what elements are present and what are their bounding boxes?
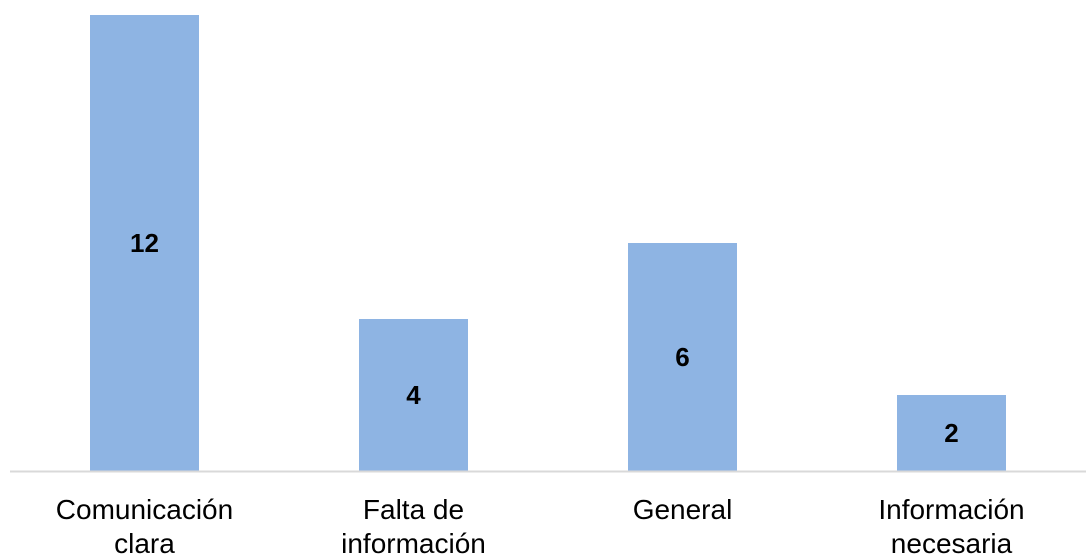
data-labels-group: 12 4 6 2 bbox=[130, 228, 959, 448]
category-label-line: necesaria bbox=[891, 528, 1013, 559]
bars-group bbox=[90, 15, 1006, 471]
bar bbox=[90, 15, 199, 471]
data-label: 12 bbox=[130, 228, 159, 258]
data-label: 4 bbox=[406, 380, 421, 410]
category-label-line: Falta de bbox=[363, 494, 464, 525]
category-label: Información necesaria bbox=[878, 494, 1024, 559]
bar bbox=[897, 395, 1006, 471]
bar bbox=[359, 319, 468, 471]
category-label: General bbox=[633, 494, 733, 525]
category-label-line: Comunicación bbox=[56, 494, 233, 525]
category-label-line: Información bbox=[878, 494, 1024, 525]
category-label: Falta de información bbox=[341, 494, 486, 559]
category-label-line: clara bbox=[114, 528, 175, 559]
category-labels-group: Comunicación clara Falta de información Gene… bbox=[56, 494, 1025, 559]
category-label: Comunicación clara bbox=[56, 494, 233, 559]
category-label-line: General bbox=[633, 494, 733, 525]
bar bbox=[628, 243, 737, 471]
category-label-line: información bbox=[341, 528, 486, 559]
data-label: 2 bbox=[944, 418, 958, 448]
data-label: 6 bbox=[675, 342, 689, 372]
